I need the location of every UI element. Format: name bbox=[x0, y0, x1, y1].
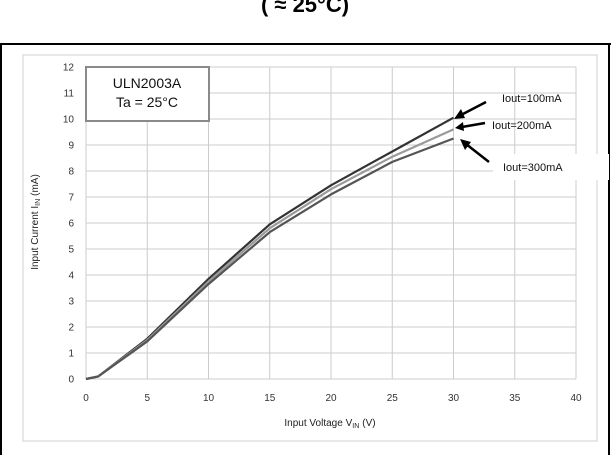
x-axis-title-sub: IN bbox=[352, 423, 359, 430]
y-tick-label: 3 bbox=[68, 297, 74, 308]
y-tick-label: 6 bbox=[68, 219, 74, 230]
y-tick-label: 2 bbox=[68, 323, 74, 334]
label-iout-200ma: Iout=200mA bbox=[492, 120, 552, 132]
series-lines bbox=[85, 116, 455, 381]
y-tick-label: 7 bbox=[68, 193, 74, 204]
x-axis-title: Input Voltage VIN (V) bbox=[284, 418, 375, 430]
x-tick-label: 15 bbox=[264, 393, 276, 404]
y-tick-label: 5 bbox=[68, 245, 74, 256]
y-tick-label: 12 bbox=[63, 63, 75, 74]
arrow-200ma bbox=[461, 121, 486, 129]
info-box-line2: Ta = 25°C bbox=[116, 94, 178, 110]
x-tick-label: 5 bbox=[144, 393, 150, 404]
x-axis-title-main: Input Voltage V bbox=[284, 418, 352, 429]
info-box: ULN2003A Ta = 25°C bbox=[85, 66, 210, 122]
chart-border bbox=[22, 54, 598, 442]
y-axis-title-sub: IN bbox=[35, 199, 42, 206]
arrow-100ma bbox=[460, 100, 487, 117]
label-iout-100ma: Iout=100mA bbox=[502, 93, 562, 105]
x-tick-label: 0 bbox=[83, 393, 89, 404]
series-line-3 bbox=[85, 137, 454, 381]
y-tick-label: 4 bbox=[68, 271, 74, 282]
y-tick-label: 8 bbox=[68, 167, 74, 178]
y-axis-title-main: Input Current I bbox=[30, 206, 41, 270]
y-tick-label: 0 bbox=[68, 375, 74, 386]
x-axis-title-unit: (V) bbox=[362, 418, 375, 429]
y-tick-label: 9 bbox=[68, 141, 74, 152]
x-tick-label: 40 bbox=[570, 393, 582, 404]
arrow-100ma-head bbox=[454, 109, 465, 119]
arrow-200ma-head bbox=[455, 122, 464, 131]
x-tick-label: 20 bbox=[325, 393, 337, 404]
label-300ma-bg bbox=[493, 154, 609, 180]
y-axis-title-unit: (mA) bbox=[30, 174, 41, 196]
arrow-300ma bbox=[465, 143, 490, 163]
callout-arrows bbox=[454, 100, 490, 163]
label-iout-300ma: Iout=300mA bbox=[503, 162, 563, 174]
info-box-line1: ULN2003A bbox=[113, 75, 182, 91]
y-tick-label: 11 bbox=[64, 89, 75, 100]
x-tick-label: 25 bbox=[387, 393, 399, 404]
x-tick-label: 10 bbox=[203, 393, 215, 404]
header-fragment: ( ≈ 25°C) bbox=[261, 0, 349, 17]
y-tick-label: 1 bbox=[68, 349, 74, 360]
x-tick-label: 35 bbox=[509, 393, 521, 404]
y-tick-label: 10 bbox=[63, 115, 75, 126]
x-tick-label: 30 bbox=[448, 393, 460, 404]
y-axis-title: Input Current IIN (mA) bbox=[30, 174, 42, 270]
arrow-300ma-head bbox=[460, 139, 471, 150]
